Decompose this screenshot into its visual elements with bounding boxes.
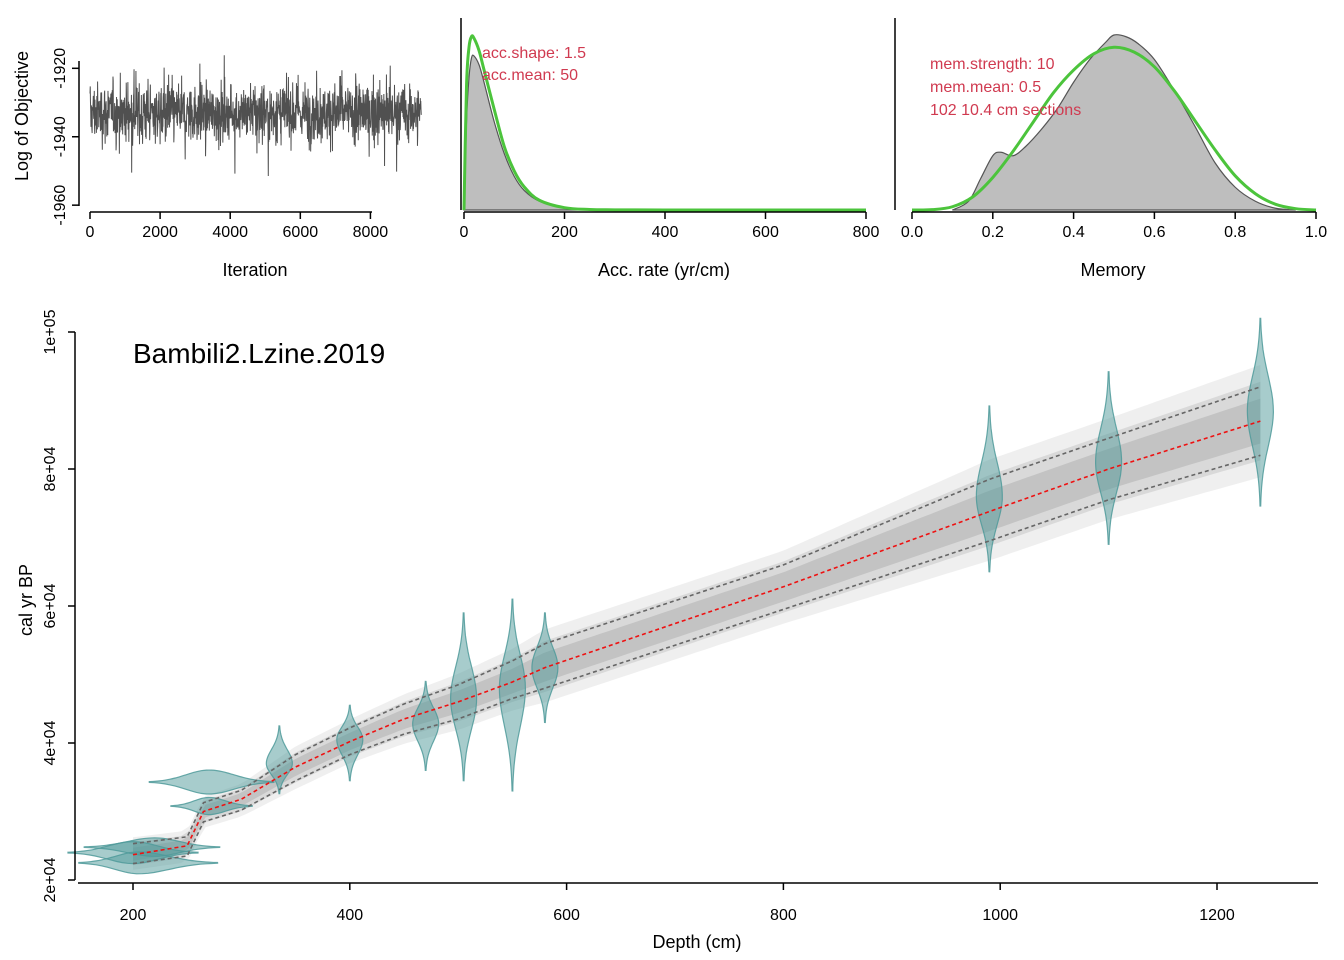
memory-annotation: mem.strength: 10: [930, 56, 1055, 73]
dated-sample-distribution: [498, 598, 527, 792]
age-depth-y-tick-label: 2e+04: [42, 857, 59, 902]
memory-prior-curve: [911, 45, 1317, 212]
acc-rate-x-tick-label: 400: [652, 224, 679, 241]
acc-rate-xlabel: Acc. rate (yr/cm): [598, 260, 730, 280]
age-depth-x-tick-label: 1000: [982, 907, 1018, 924]
age-depth-y-tick-label: 4e+04: [42, 720, 59, 765]
memory-x-tick-label: 1.0: [1305, 224, 1327, 241]
lower-range-line: [132, 454, 1261, 865]
age-depth-x-tick-label: 800: [770, 907, 797, 924]
age-depth-y-tick-label: 1e+05: [42, 309, 59, 354]
dated-sample-distribution: [265, 725, 293, 795]
age-depth-x-tick-label: 1200: [1199, 907, 1235, 924]
memory-posterior-density: [952, 34, 1296, 211]
acc-rate-x-tick-label: 200: [551, 224, 578, 241]
age-depth-y-tick-label: 8e+04: [42, 446, 59, 491]
trace-x-tick-label: 8000: [353, 224, 389, 241]
core-title: Bambili2.Lzine.2019: [133, 338, 385, 369]
acc-rate-panel: Acc. rate (yr/cm) 0 200 400 600 800 acc.shape…: [460, 18, 880, 280]
trace-ylabel: Log of Objective: [12, 51, 32, 181]
dated-sample-distribution: [975, 405, 1003, 573]
trace-x-tick-label: 0: [86, 224, 95, 241]
dated-sample-distribution: [148, 769, 275, 795]
memory-x-tick-label: 0.4: [1062, 224, 1084, 241]
memory-x-tick-label: 0.0: [901, 224, 923, 241]
age-depth-ylabel: cal yr BP: [16, 564, 36, 636]
age-depth-x-tick-label: 600: [553, 907, 580, 924]
age-depth-xlabel: Depth (cm): [652, 932, 741, 952]
age-depth-y-tick-label: 6e+04: [42, 583, 59, 628]
trace-xlabel: Iteration: [222, 260, 287, 280]
dated-sample-distribution: [1246, 317, 1275, 507]
age-depth-x-tick-label: 400: [336, 907, 363, 924]
acc-rate-x-tick-label: 600: [752, 224, 779, 241]
memory-x-tick-label: 0.8: [1224, 224, 1246, 241]
acc-rate-annotation: acc.mean: 50: [482, 67, 578, 84]
memory-xlabel: Memory: [1080, 260, 1145, 280]
age-depth-panel: Depth (cm) cal yr BP Bambili2.Lzine.2019…: [16, 309, 1318, 952]
upper-range-line: [132, 386, 1261, 845]
age-depth-x-tick-label: 200: [120, 907, 147, 924]
memory-panel: Memory 0.0 0.2 0.4 0.6 0.8 1.0 mem.strength: 1…: [894, 18, 1327, 280]
median-age-line: [132, 420, 1261, 856]
memory-x-tick-label: 0.6: [1143, 224, 1165, 241]
memory-annotation: 102 10.4 cm sections: [930, 102, 1081, 119]
trace-x-tick-label: 6000: [283, 224, 319, 241]
age-model-shading-band: [133, 398, 1261, 861]
dated-sample-distribution: [450, 612, 478, 782]
memory-x-tick-label: 0.2: [982, 224, 1004, 241]
dated-sample-distribution: [1094, 371, 1123, 546]
acc-rate-annotation: acc.shape: 1.5: [482, 45, 586, 62]
trace-x-tick-label: 2000: [142, 224, 178, 241]
acc-rate-x-tick-label: 0: [460, 224, 469, 241]
trace-y-tick-label: -1960: [52, 185, 69, 226]
trace-x-tick-label: 4000: [212, 224, 248, 241]
memory-annotation: mem.mean: 0.5: [930, 79, 1041, 96]
trace-y-tick-label: -1920: [52, 48, 69, 89]
acc-rate-prior-curve: [462, 34, 867, 212]
trace-panel: Iteration Log of Objective 0 2000 4000 6000…: [12, 48, 422, 280]
dated-sample-distribution: [336, 704, 364, 782]
acc-rate-x-tick-label: 800: [853, 224, 880, 241]
dated-sample-distribution: [83, 837, 221, 857]
trace-y-tick-label: -1940: [52, 116, 69, 157]
trace-line: [89, 55, 422, 177]
